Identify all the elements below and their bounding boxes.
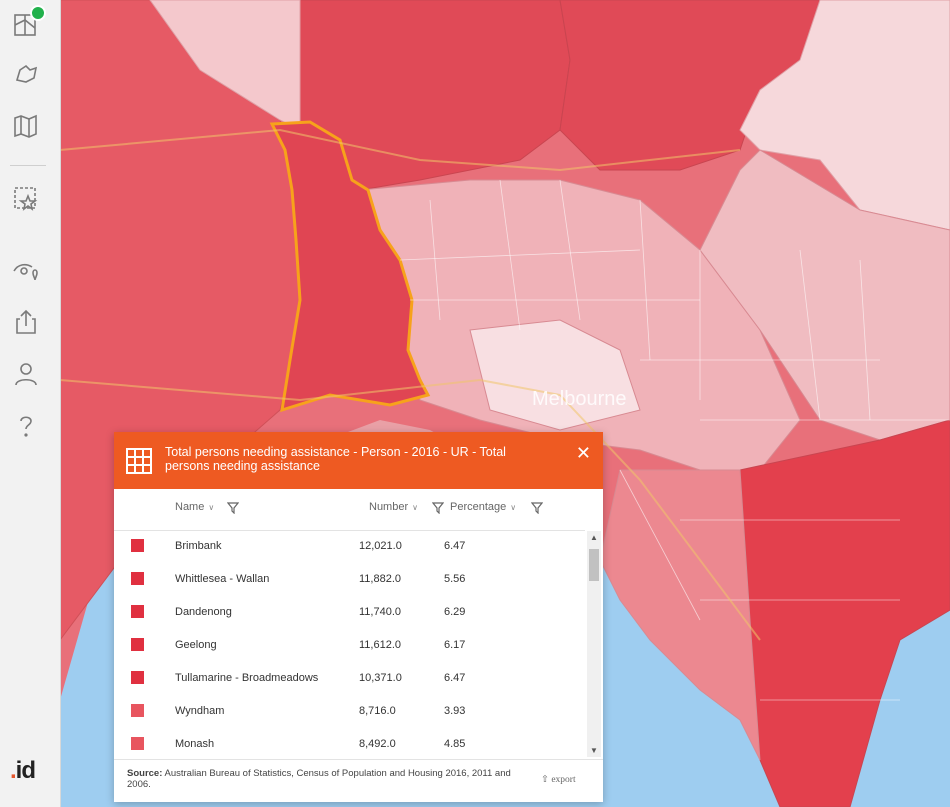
table-row[interactable]: Monash 8,492.0 4.85 (114, 729, 585, 757)
basemap-button[interactable] (10, 110, 42, 142)
select-star-icon (14, 187, 38, 211)
layers-button[interactable] (10, 8, 42, 40)
row-number: 11,740.0 (359, 606, 402, 618)
row-name: Wyndham (175, 705, 225, 717)
column-header-percentage[interactable]: Percentage ∨ (450, 501, 517, 513)
view-button[interactable] (10, 255, 42, 287)
roads (59, 128, 761, 641)
row-name: Brimbank (175, 540, 222, 552)
share-icon (16, 309, 36, 334)
row-percentage: 6.17 (444, 639, 466, 651)
row-number: 10,371.0 (359, 672, 402, 684)
column-header-number[interactable]: Number ∨ (369, 501, 418, 513)
scrollbar-thumb[interactable] (589, 549, 599, 581)
table-row[interactable]: Geelong 11,612.0 6.17 (114, 630, 585, 663)
table-body: Brimbank 12,021.0 6.47 Whittlesea - Wall… (114, 531, 585, 757)
table-row[interactable]: Tullamarine - Broadmeadows 10,371.0 6.47 (114, 663, 585, 696)
color-swatch (131, 605, 144, 618)
region-east[interactable] (699, 149, 950, 441)
map-icon (14, 114, 37, 138)
color-swatch (131, 638, 144, 651)
user-icon (15, 363, 37, 386)
data-table-panel: Total persons needing assistance - Perso… (114, 432, 603, 802)
id-logo[interactable]: .id (10, 757, 36, 784)
table-row[interactable]: Brimbank 12,021.0 6.47 (114, 531, 585, 564)
source-note: Source: Australian Bureau of Statistics,… (127, 768, 511, 790)
regions-button[interactable] (10, 58, 42, 90)
close-icon[interactable]: ✕ (575, 443, 591, 463)
sidebar: .id (0, 0, 61, 807)
chevron-down-icon: ∨ (510, 502, 517, 512)
row-percentage: 5.56 (444, 573, 466, 585)
panel-header: Total persons needing assistance - Perso… (114, 432, 603, 489)
city-label: Melbourne (532, 388, 627, 410)
layers-icon (14, 14, 36, 36)
table-icon (126, 448, 152, 474)
region-nillumbik[interactable] (739, 0, 950, 231)
row-number: 12,021.0 (359, 540, 402, 552)
row-name: Dandenong (175, 606, 232, 618)
table-row[interactable]: Wyndham 8,716.0 3.93 (114, 696, 585, 729)
color-swatch (131, 539, 144, 552)
favourites-button[interactable] (10, 183, 42, 215)
row-name: Geelong (175, 639, 217, 651)
filter-percentage-icon[interactable] (530, 501, 544, 515)
panel-title: Total persons needing assistance - Perso… (165, 445, 506, 473)
row-name: Tullamarine - Broadmeadows (175, 672, 319, 684)
color-swatch (131, 704, 144, 717)
row-number: 8,492.0 (359, 738, 396, 750)
table-row[interactable]: Dandenong 11,740.0 6.29 (114, 597, 585, 630)
row-percentage: 3.93 (444, 705, 466, 717)
scroll-down-icon[interactable]: ▼ (590, 746, 598, 755)
row-number: 8,716.0 (359, 705, 396, 717)
filter-number-icon[interactable] (431, 501, 445, 515)
region-brimbank-selected[interactable] (269, 120, 431, 413)
panel-footer: Source: Australian Bureau of Statistics,… (114, 759, 603, 803)
chevron-down-icon: ∨ (412, 502, 418, 512)
help-button[interactable] (10, 410, 42, 442)
eye-location-icon (13, 263, 38, 281)
export-button[interactable]: ⇧ export (541, 775, 576, 785)
chevron-down-icon: ∨ (208, 502, 215, 512)
row-percentage: 6.47 (444, 672, 466, 684)
header-divider (114, 530, 585, 531)
region-cbd[interactable] (469, 319, 641, 431)
color-swatch (131, 737, 144, 750)
region-shape-icon (15, 64, 38, 83)
table-row[interactable]: Whittlesea - Wallan 11,882.0 5.56 (114, 564, 585, 597)
share-button[interactable] (10, 306, 42, 338)
color-swatch (131, 572, 144, 585)
sidebar-divider (10, 165, 46, 166)
table-scrollbar[interactable]: ▲ ▼ (587, 531, 601, 757)
region-kingston[interactable] (599, 469, 761, 761)
suburb-boundaries (399, 179, 950, 701)
status-indicator (30, 5, 46, 21)
filter-name-icon[interactable] (226, 501, 240, 515)
scroll-up-icon[interactable]: ▲ (590, 533, 598, 542)
export-icon: ⇧ (541, 775, 549, 785)
row-number: 11,612.0 (359, 639, 402, 651)
help-icon (20, 416, 32, 437)
row-percentage: 6.47 (444, 540, 466, 552)
color-swatch (131, 671, 144, 684)
account-button[interactable] (10, 358, 42, 390)
row-percentage: 4.85 (444, 738, 466, 750)
column-header-name[interactable]: Name ∨ (175, 501, 215, 513)
row-name: Monash (175, 738, 215, 750)
row-name: Whittlesea - Wallan (175, 573, 270, 585)
row-number: 11,882.0 (359, 573, 402, 585)
row-percentage: 6.29 (444, 606, 466, 618)
